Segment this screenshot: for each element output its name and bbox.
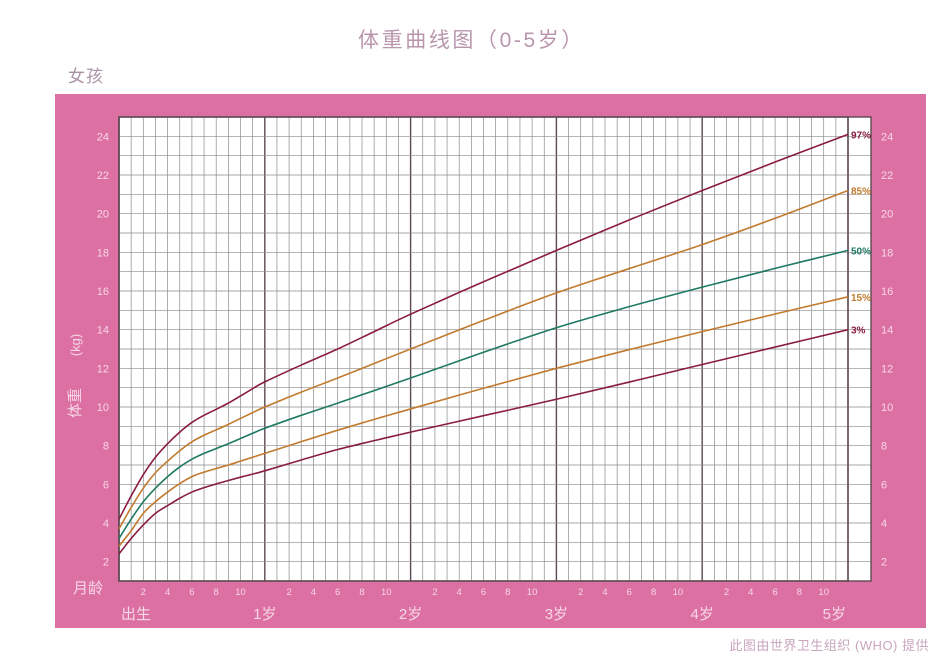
svg-text:16: 16 [881,286,893,298]
svg-text:24: 24 [97,131,109,143]
svg-text:18: 18 [97,247,109,259]
svg-text:10: 10 [235,587,246,598]
svg-text:月龄: 月龄 [73,580,103,597]
svg-text:4: 4 [103,518,109,530]
svg-text:85%: 85% [851,186,871,197]
svg-text:4: 4 [311,587,316,598]
svg-text:22: 22 [97,170,109,182]
svg-text:出生: 出生 [121,606,151,623]
svg-text:10: 10 [881,402,893,414]
svg-text:8: 8 [881,441,887,453]
svg-text:6: 6 [189,587,194,598]
svg-text:6: 6 [481,587,486,598]
svg-text:2: 2 [724,587,729,598]
svg-text:3%: 3% [851,326,866,337]
svg-text:10: 10 [527,587,538,598]
svg-text:4: 4 [602,587,607,598]
svg-text:2: 2 [578,587,583,598]
svg-text:20: 20 [97,209,109,221]
svg-text:4: 4 [165,587,170,598]
svg-text:1岁: 1岁 [253,606,276,623]
svg-text:20: 20 [881,209,893,221]
svg-text:10: 10 [381,587,392,598]
svg-text:8: 8 [651,587,656,598]
svg-text:6: 6 [627,587,632,598]
svg-text:8: 8 [505,587,510,598]
svg-text:2: 2 [432,587,437,598]
svg-text:22: 22 [881,170,893,182]
svg-text:体重: 体重 [67,388,84,418]
svg-text:2: 2 [103,557,109,569]
svg-text:6: 6 [772,587,777,598]
svg-text:12: 12 [97,363,109,375]
svg-text:10: 10 [818,587,829,598]
svg-text:4: 4 [881,518,887,530]
svg-text:4: 4 [457,587,462,598]
svg-text:5岁: 5岁 [823,606,846,623]
svg-text:15%: 15% [851,293,871,304]
svg-text:6: 6 [103,479,109,491]
svg-text:8: 8 [359,587,364,598]
svg-text:10: 10 [673,587,684,598]
svg-text:10: 10 [97,402,109,414]
svg-text:8: 8 [214,587,219,598]
svg-text:6: 6 [881,479,887,491]
svg-text:4: 4 [748,587,753,598]
svg-text:(kg): (kg) [68,334,83,356]
svg-text:24: 24 [881,131,893,143]
svg-text:12: 12 [881,363,893,375]
svg-text:50%: 50% [851,246,871,257]
svg-text:18: 18 [881,247,893,259]
svg-text:16: 16 [97,286,109,298]
svg-text:14: 14 [881,325,893,337]
svg-text:6: 6 [335,587,340,598]
svg-text:2岁: 2岁 [399,606,422,623]
svg-text:8: 8 [797,587,802,598]
svg-text:2: 2 [286,587,291,598]
svg-text:2: 2 [881,557,887,569]
svg-text:3岁: 3岁 [545,606,568,623]
svg-text:8: 8 [103,441,109,453]
svg-text:2: 2 [141,587,146,598]
svg-text:14: 14 [97,325,109,337]
svg-text:97%: 97% [851,130,871,141]
svg-text:4岁: 4岁 [691,606,714,623]
